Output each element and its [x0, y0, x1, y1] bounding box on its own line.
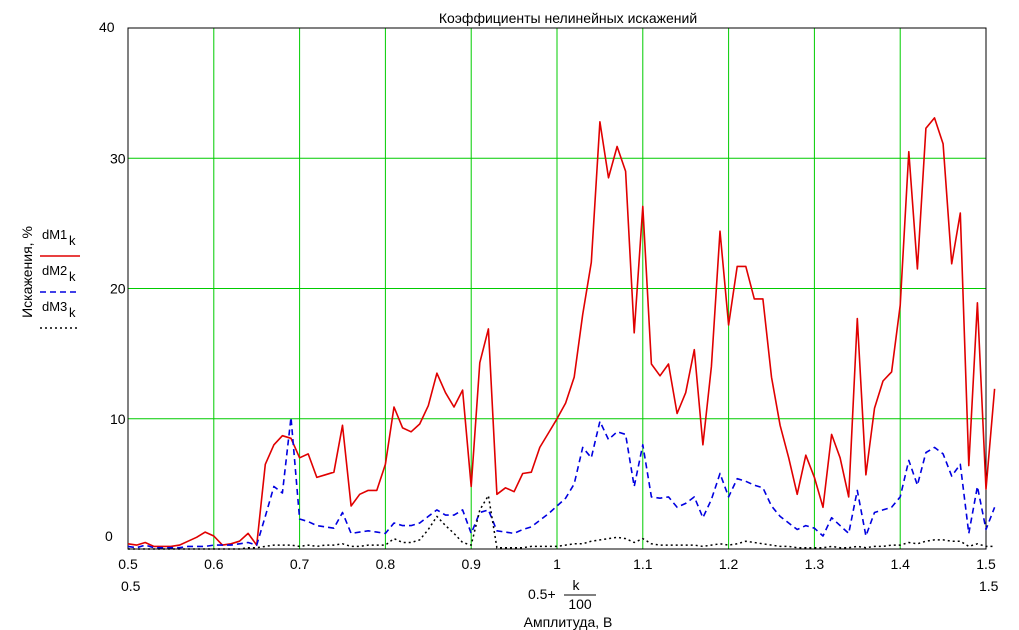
y-tick-label-10: 10: [110, 411, 126, 427]
x-expr-denominator: 100: [568, 596, 592, 612]
x-tick-label-0.5: 0.5: [118, 556, 138, 572]
series-line-dm1: [127, 117, 996, 548]
x-tick-label-1.3: 1.3: [805, 556, 825, 572]
grid: [127, 27, 987, 550]
y-max-label: 40: [99, 19, 115, 35]
y-tick-label-30: 30: [110, 150, 126, 166]
legend-sub-dm1: k: [69, 233, 76, 248]
x-expr-numerator: k: [573, 577, 581, 593]
x-expr-prefix: 0.5+: [528, 586, 556, 602]
legend-label-dm1: dM1: [42, 227, 67, 242]
chart-title: Коэффициенты нелинейных искажений: [439, 10, 697, 26]
legend-sub-dm2: k: [69, 269, 76, 284]
legend-label-dm3: dM3: [42, 299, 67, 314]
x-tick-label-1.2: 1.2: [719, 556, 739, 572]
y-tick-label-20: 20: [110, 281, 126, 297]
legend-sub-dm3: k: [69, 305, 76, 320]
series-group: [127, 117, 996, 550]
x-tick-label-0.7: 0.7: [290, 556, 310, 572]
legend-label-dm2: dM2: [42, 263, 67, 278]
x-axis-label: Амплитуда, В: [524, 614, 613, 630]
x-tick-label-0.9: 0.9: [461, 556, 481, 572]
y-min-label: 0: [105, 528, 113, 544]
y-tick-labels: 10 20 30: [110, 150, 126, 427]
x-tick-label-0.8: 0.8: [376, 556, 396, 572]
series-line-dm3: [128, 494, 995, 550]
y-axis-label: Искажения, %: [19, 226, 35, 318]
x-min-label: 0.5: [121, 578, 141, 594]
x-expression: 0.5+ k 100: [528, 577, 596, 612]
x-tick-label-1.4: 1.4: [890, 556, 910, 572]
x-tick-label-1: 1: [553, 556, 561, 572]
plot-frame: [127, 27, 987, 550]
x-tick-label-1.5: 1.5: [976, 556, 996, 572]
x-max-label: 1.5: [979, 578, 999, 594]
x-tick-label-0.6: 0.6: [204, 556, 224, 572]
x-tick-labels: 0.5 0.6 0.7 0.8 0.9 1 1.1 1.2 1.3 1.4 1.5: [118, 556, 996, 572]
series-line-dm2: [127, 416, 996, 549]
x-tick-label-1.1: 1.1: [633, 556, 653, 572]
